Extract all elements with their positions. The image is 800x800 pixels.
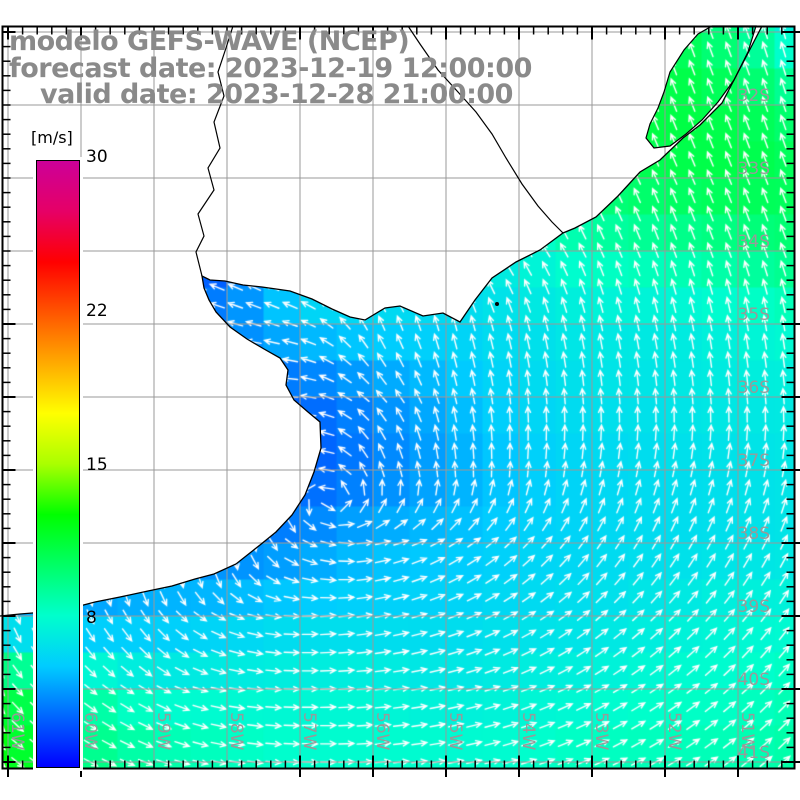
lat-label: 32S — [738, 86, 770, 106]
lon-label: 51W — [737, 712, 757, 751]
lat-label: 35S — [738, 305, 770, 325]
border-line — [407, 25, 564, 234]
lat-label: 40S — [738, 670, 770, 690]
lon-label: 56W — [372, 712, 392, 751]
colorbar — [36, 160, 80, 768]
lon-label: 59W — [153, 712, 173, 751]
river-line — [195, 25, 234, 277]
valid-date: valid date: 2023-12-28 21:00:00 — [40, 79, 513, 110]
lon-label: 57W — [299, 712, 319, 751]
lat-label: 34S — [738, 232, 770, 252]
colorbar-tick-label: 22 — [86, 301, 108, 321]
island-dot — [495, 302, 499, 306]
lon-label: 53W — [591, 712, 611, 751]
lat-label: 33S — [738, 159, 770, 179]
lon-label: 60W — [80, 712, 100, 751]
lon-label: 58W — [226, 712, 246, 751]
lat-label: 38S — [738, 524, 770, 544]
colorbar-tick-label: 15 — [86, 455, 108, 475]
lon-label: 55W — [445, 712, 465, 751]
colorbar-gradient — [37, 161, 79, 767]
forecast-date: forecast date: 2023-12-19 12:00:00 — [9, 53, 532, 84]
lon-label: 52W — [664, 712, 684, 751]
lat-label: 39S — [738, 597, 770, 617]
model-title: modelo GEFS-WAVE (NCEP) — [9, 26, 410, 57]
lat-label: 37S — [738, 451, 770, 471]
colorbar-unit-label: [m/s] — [28, 128, 76, 147]
land-area — [0, 26, 762, 616]
colorbar-tick-label: 30 — [86, 147, 108, 167]
map-frame — [1, 25, 796, 770]
lagoon-shore — [645, 25, 757, 149]
lon-label: 54W — [518, 712, 538, 751]
colorbar-tick-label: 8 — [86, 608, 97, 628]
lon-label: 61W — [7, 712, 27, 751]
lat-label: 41S — [738, 743, 770, 763]
lat-label: 36S — [738, 378, 770, 398]
